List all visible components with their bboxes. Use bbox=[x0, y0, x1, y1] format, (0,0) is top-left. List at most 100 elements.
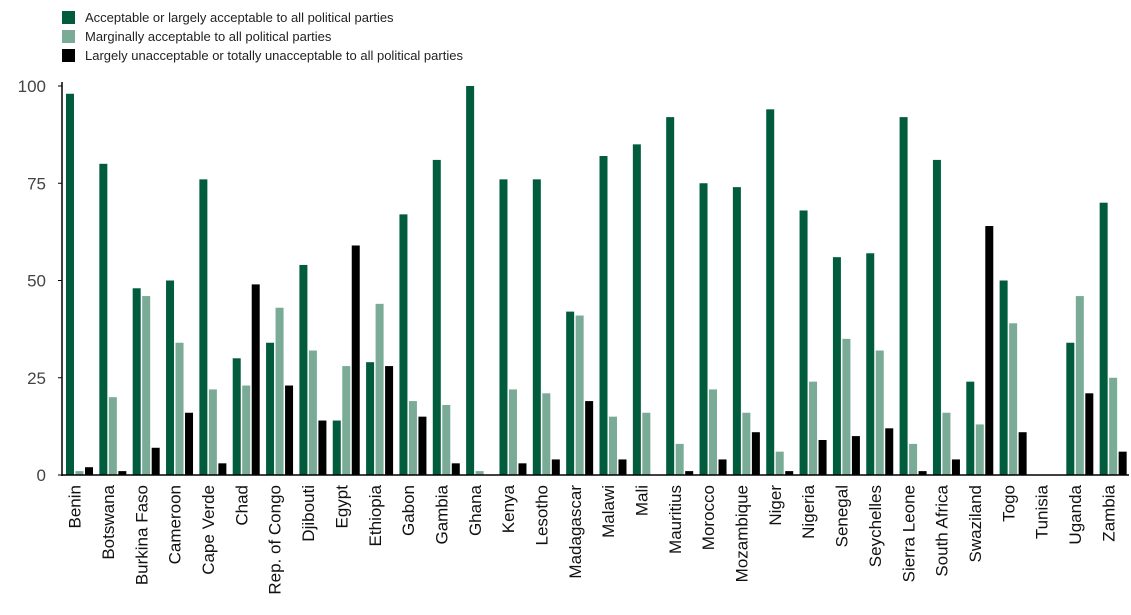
bar-ethiopia-series-3 bbox=[385, 366, 394, 475]
x-tick-label-mali: Mali bbox=[633, 485, 652, 516]
x-tick-label-madagascar: Madagascar bbox=[566, 485, 585, 579]
bar-nigeria-series-2 bbox=[809, 381, 818, 475]
bar-rep-of-congo-series-2 bbox=[275, 307, 284, 475]
x-tick-label-ethiopia: Ethiopia bbox=[366, 484, 385, 546]
x-tick-label-seychelles: Seychelles bbox=[866, 485, 885, 567]
bar-mozambique-series-3 bbox=[751, 432, 760, 475]
bar-morocco-series-2 bbox=[709, 389, 718, 475]
x-tick-label-burkina-faso: Burkina Faso bbox=[132, 485, 151, 585]
bar-togo-series-1 bbox=[999, 280, 1008, 475]
bar-malawi-series-1 bbox=[599, 156, 608, 475]
bar-senegal-series-3 bbox=[851, 436, 860, 475]
bar-benin-series-3 bbox=[85, 467, 93, 475]
bar-cameroon-series-1 bbox=[166, 280, 175, 475]
bar-cameroon-series-2 bbox=[175, 342, 184, 475]
bar-swaziland-series-2 bbox=[975, 424, 984, 475]
bar-mozambique-series-2 bbox=[742, 412, 751, 475]
x-tick-label-tunisia: Tunisia bbox=[1033, 484, 1052, 539]
x-tick-label-south-africa: South Africa bbox=[933, 484, 952, 576]
bar-botswana-series-1 bbox=[99, 163, 108, 476]
bar-nigeria-series-3 bbox=[818, 439, 827, 475]
x-tick-label-lesotho: Lesotho bbox=[532, 485, 551, 546]
y-tick-label-100: 100 bbox=[18, 77, 46, 96]
x-tick-label-niger: Niger bbox=[766, 485, 785, 526]
bar-cape-verde-series-1 bbox=[199, 179, 208, 476]
bar-mali-series-2 bbox=[642, 412, 651, 475]
x-tick-label-mauritius: Mauritius bbox=[666, 485, 685, 554]
y-tick-label-25: 25 bbox=[27, 369, 46, 388]
bar-cape-verde-series-3 bbox=[218, 463, 227, 475]
bar-djibouti-series-2 bbox=[308, 350, 317, 475]
bar-egypt-series-3 bbox=[351, 245, 360, 475]
bar-cameroon-series-3 bbox=[185, 412, 194, 475]
x-tick-label-swaziland: Swaziland bbox=[966, 485, 985, 563]
legend-label-marginal: Marginally acceptable to all political p… bbox=[85, 29, 332, 44]
bar-seychelles-series-2 bbox=[875, 350, 884, 475]
bar-togo-series-3 bbox=[1018, 432, 1027, 475]
bar-seychelles-series-1 bbox=[866, 253, 875, 475]
bar-rep-of-congo-series-3 bbox=[285, 385, 294, 475]
bar-rep-of-congo-series-1 bbox=[266, 342, 275, 475]
x-tick-label-cape-verde: Cape Verde bbox=[199, 485, 218, 575]
bar-south-africa-series-3 bbox=[951, 459, 960, 475]
y-tick-label-0: 0 bbox=[37, 466, 46, 485]
bar-lesotho-series-1 bbox=[532, 179, 541, 476]
x-tick-label-chad: Chad bbox=[232, 485, 251, 526]
bar-senegal-series-2 bbox=[842, 338, 851, 475]
x-tick-label-kenya: Kenya bbox=[499, 484, 518, 533]
legend: Acceptable or largely acceptable to all … bbox=[62, 8, 463, 65]
x-tick-label-uganda: Uganda bbox=[1066, 484, 1085, 544]
bar-morocco-series-1 bbox=[699, 183, 708, 475]
labels-group: 0 25 50 75 100 Benin Botswana Burkina Faso Camer… bbox=[18, 77, 1119, 595]
x-tick-label-egypt: Egypt bbox=[332, 485, 351, 529]
bar-uganda-series-3 bbox=[1085, 393, 1094, 475]
bar-chad-series-2 bbox=[242, 385, 251, 475]
bar-botswana-series-3 bbox=[118, 471, 127, 475]
bar-ethiopia-series-1 bbox=[366, 362, 375, 475]
bars-group bbox=[66, 86, 1127, 476]
x-tick-label-benin: Benin bbox=[66, 485, 85, 528]
bar-niger-series-2 bbox=[775, 451, 784, 475]
x-tick-label-senegal: Senegal bbox=[833, 485, 852, 547]
bar-burkina-faso-series-2 bbox=[142, 296, 151, 475]
bar-gabon-series-2 bbox=[408, 401, 417, 475]
x-tick-label-ghana: Ghana bbox=[466, 484, 485, 536]
bar-madagascar-series-1 bbox=[566, 311, 575, 475]
bar-benin-series-2 bbox=[75, 471, 84, 475]
bar-chad-series-3 bbox=[251, 284, 260, 475]
bar-botswana-series-2 bbox=[108, 397, 117, 475]
bar-uganda-series-2 bbox=[1075, 296, 1084, 475]
bar-malawi-series-2 bbox=[609, 416, 617, 475]
bar-kenya-series-3 bbox=[518, 463, 527, 475]
bar-djibouti-series-3 bbox=[318, 420, 327, 475]
bar-ghana-series-2 bbox=[475, 471, 484, 475]
bar-gambia-series-1 bbox=[432, 159, 441, 475]
bar-kenya-series-2 bbox=[508, 389, 517, 475]
bar-egypt-series-1 bbox=[332, 420, 341, 475]
legend-swatch-unacceptable bbox=[62, 49, 75, 62]
bar-mauritius-series-1 bbox=[666, 117, 675, 476]
bar-mauritius-series-2 bbox=[675, 443, 684, 475]
bar-malawi-series-3 bbox=[618, 459, 627, 475]
x-tick-label-cameroon: Cameroon bbox=[166, 485, 185, 564]
bar-zambia-series-1 bbox=[1099, 202, 1108, 475]
x-tick-label-zambia: Zambia bbox=[1099, 484, 1118, 541]
bar-niger-series-1 bbox=[766, 109, 775, 475]
bar-swaziland-series-3 bbox=[985, 226, 994, 475]
bar-south-africa-series-1 bbox=[932, 159, 941, 475]
bar-gambia-series-3 bbox=[451, 463, 460, 475]
bar-lesotho-series-3 bbox=[551, 459, 560, 475]
legend-item-marginal: Marginally acceptable to all political p… bbox=[62, 27, 463, 46]
bar-mauritius-series-3 bbox=[685, 471, 694, 475]
bar-mali-series-1 bbox=[632, 144, 641, 475]
bar-seychelles-series-3 bbox=[885, 428, 894, 475]
bar-uganda-series-1 bbox=[1066, 342, 1075, 475]
y-tick-label-75: 75 bbox=[27, 174, 46, 193]
x-tick-label-botswana: Botswana bbox=[99, 484, 118, 559]
bar-chad-series-1 bbox=[232, 358, 241, 475]
bar-swaziland-series-1 bbox=[966, 381, 975, 475]
bar-madagascar-series-2 bbox=[575, 315, 584, 475]
legend-label-unacceptable: Largely unacceptable or totally unaccept… bbox=[85, 48, 463, 63]
bar-kenya-series-1 bbox=[499, 179, 508, 476]
